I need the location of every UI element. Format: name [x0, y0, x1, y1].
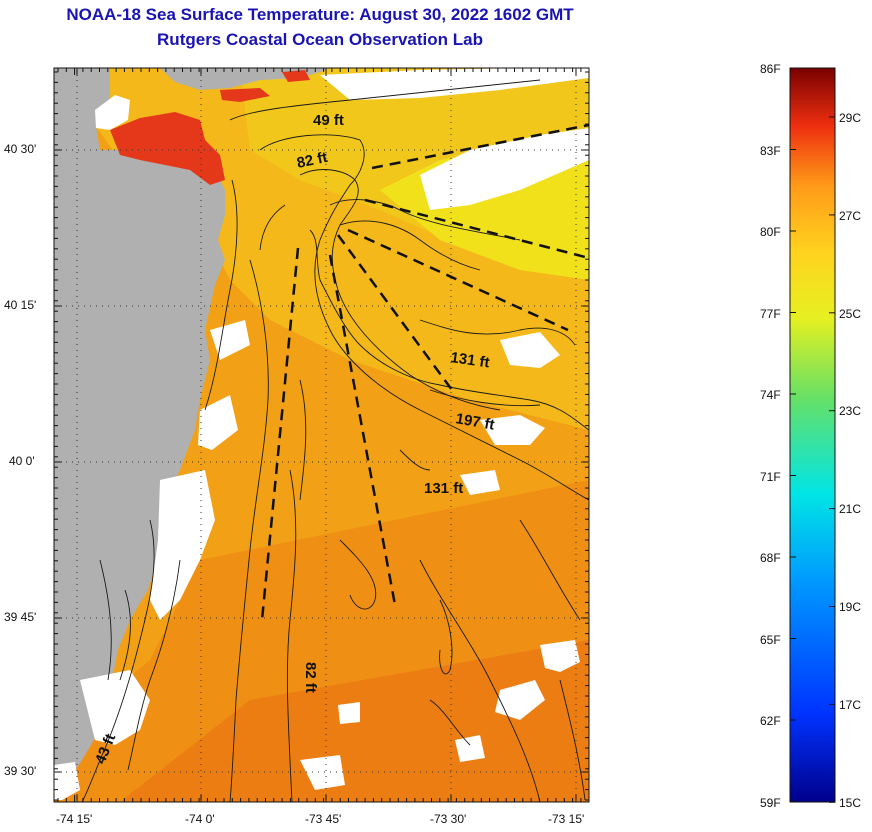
lat-label-39-45: 39 45' — [4, 610, 37, 624]
lon-label-74-0: -74 0' — [185, 812, 215, 826]
land-new-jersey — [54, 68, 225, 795]
colorbar-c-23: 23C — [839, 404, 862, 418]
lat-label-40-30: 40 30' — [4, 142, 37, 156]
colorbar-c-29: 29C — [839, 111, 862, 125]
depth-label-131ft-south: 131 ft — [424, 480, 463, 497]
lon-label-73-45: -73 45' — [305, 812, 342, 826]
dashed-boundaries — [260, 123, 589, 621]
map-title: NOAA-18 Sea Surface Temperature: August … — [66, 5, 574, 24]
depth-label-82ft-south: 82 ft — [302, 662, 319, 693]
cloud-patch — [460, 470, 500, 495]
cloud-patch — [80, 670, 150, 745]
colorbar-c-27: 27C — [839, 209, 862, 223]
cloud-patch — [455, 735, 485, 762]
cloud-patch — [150, 470, 215, 620]
map-subtitle: Rutgers Coastal Ocean Observation Lab — [157, 30, 483, 49]
colorbar-c-21: 21C — [839, 502, 862, 516]
colorbar-c-25: 25C — [839, 307, 862, 321]
cloud-patch — [198, 395, 238, 450]
cloud-patch — [500, 332, 560, 368]
cloud-patch — [320, 68, 589, 100]
depth-label-131ft-east: 131 ft — [449, 349, 490, 371]
cloud-patch — [480, 415, 545, 445]
colorbar-f-59: 59F — [760, 796, 781, 810]
colorbar-f-86: 86F — [760, 62, 781, 76]
graticule — [54, 68, 589, 802]
lat-label-40-0: 40 0' — [9, 454, 35, 468]
cloud-patch — [338, 702, 360, 724]
depth-label-49ft: 49 ft — [313, 112, 344, 129]
map-ticks — [54, 68, 589, 802]
lon-label-73-30: -73 30' — [430, 812, 467, 826]
depth-contours — [81, 79, 589, 802]
colorbar-f-65: 65F — [760, 633, 781, 647]
cloud-patch — [420, 128, 589, 210]
colorbar-c-19: 19C — [839, 600, 862, 614]
colorbar-c-17: 17C — [839, 698, 862, 712]
temperature-colorbar — [789, 67, 836, 803]
lat-label-39-30: 39 30' — [4, 764, 37, 778]
colorbar-f-71: 71F — [760, 470, 781, 484]
colorbar-ticks — [790, 67, 835, 803]
colorbar-c-15: 15C — [839, 796, 862, 810]
colorbar-f-80: 80F — [760, 225, 781, 239]
cloud-patch — [540, 640, 580, 672]
hot-water-patch — [220, 88, 270, 102]
hot-water-patch — [110, 112, 225, 185]
map-frame — [53, 67, 590, 803]
colorbar-f-77: 77F — [760, 307, 781, 321]
colorbar-f-68: 68F — [760, 551, 781, 565]
cloud-patch — [210, 320, 250, 360]
colorbar-f-83: 83F — [760, 144, 781, 158]
lat-label-40-15: 40 15' — [4, 298, 37, 312]
depth-label-197ft: 197 ft — [454, 410, 496, 434]
cloud-patch — [495, 680, 545, 720]
hot-water-patch — [282, 70, 310, 82]
cloud-patch — [95, 95, 130, 130]
colorbar-f-74: 74F — [760, 388, 781, 402]
depth-label-82ft-north: 82 ft — [295, 149, 329, 172]
lon-label-74-15: -74 15' — [56, 812, 93, 826]
cloud-patch — [300, 755, 345, 790]
colorbar-f-62: 62F — [760, 714, 781, 728]
lon-label-73-15: -73 15' — [548, 812, 585, 826]
